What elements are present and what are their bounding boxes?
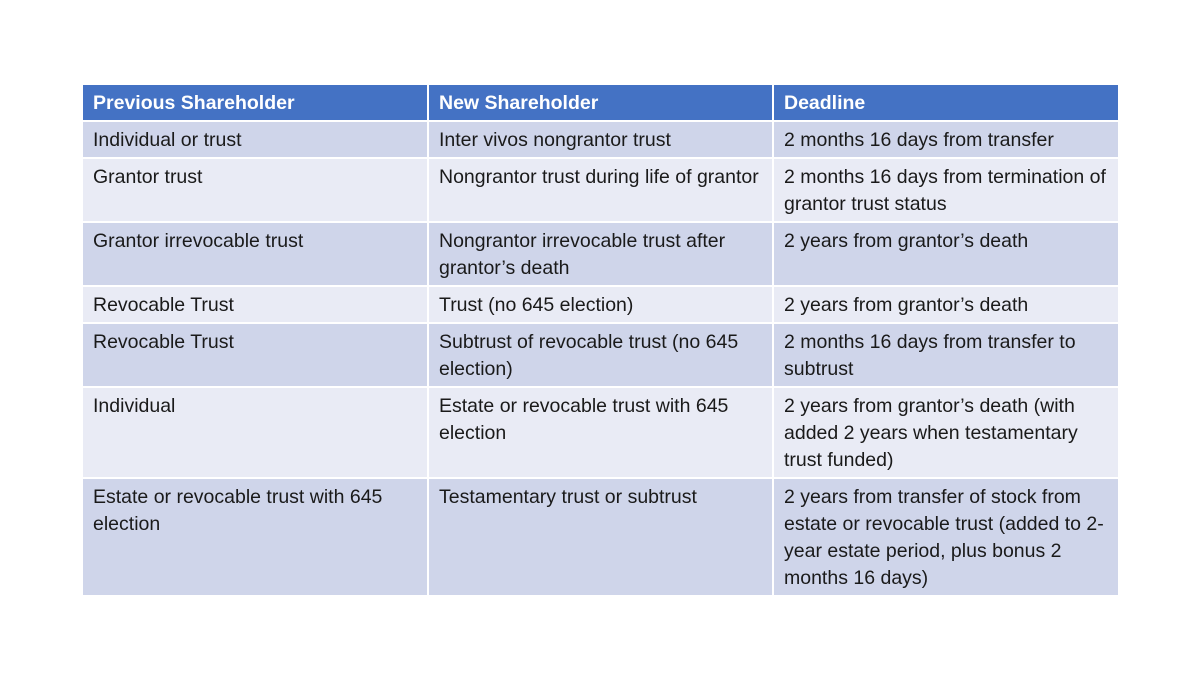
- shareholder-table-container: Previous Shareholder New Shareholder Dea…: [83, 85, 1118, 597]
- cell-deadline: 2 years from transfer of stock from esta…: [773, 478, 1118, 597]
- cell-new-shareholder: Inter vivos nongrantor trust: [428, 121, 774, 159]
- cell-deadline: 2 months 16 days from termination of gra…: [773, 158, 1118, 223]
- table-row: Individual Estate or revocable trust wit…: [83, 387, 1118, 479]
- cell-new-shareholder: Estate or revocable trust with 645 elect…: [428, 387, 774, 479]
- header-row: Previous Shareholder New Shareholder Dea…: [83, 85, 1118, 122]
- cell-deadline: 2 months 16 days from transfer: [773, 121, 1118, 159]
- header-new-shareholder: New Shareholder: [428, 85, 774, 122]
- cell-deadline: 2 years from grantor’s death: [773, 286, 1118, 324]
- table-row: Grantor trust Nongrantor trust during li…: [83, 158, 1118, 223]
- cell-previous-shareholder: Revocable Trust: [83, 323, 429, 388]
- table-row: Individual or trust Inter vivos nongrant…: [83, 121, 1118, 159]
- table-row: Revocable Trust Trust (no 645 election) …: [83, 286, 1118, 324]
- cell-new-shareholder: Testamentary trust or subtrust: [428, 478, 774, 597]
- cell-new-shareholder: Trust (no 645 election): [428, 286, 774, 324]
- header-deadline: Deadline: [773, 85, 1118, 122]
- table-header: Previous Shareholder New Shareholder Dea…: [83, 85, 1118, 122]
- cell-deadline: 2 years from grantor’s death (with added…: [773, 387, 1118, 479]
- cell-previous-shareholder: Grantor irrevocable trust: [83, 222, 429, 287]
- cell-new-shareholder: Nongrantor trust during life of grantor: [428, 158, 774, 223]
- cell-previous-shareholder: Individual: [83, 387, 429, 479]
- cell-previous-shareholder: Grantor trust: [83, 158, 429, 223]
- table-row: Estate or revocable trust with 645 elect…: [83, 478, 1118, 597]
- cell-new-shareholder: Nongrantor irrevocable trust after grant…: [428, 222, 774, 287]
- cell-deadline: 2 years from grantor’s death: [773, 222, 1118, 287]
- cell-previous-shareholder: Individual or trust: [83, 121, 429, 159]
- cell-previous-shareholder: Estate or revocable trust with 645 elect…: [83, 478, 429, 597]
- cell-previous-shareholder: Revocable Trust: [83, 286, 429, 324]
- table-body: Individual or trust Inter vivos nongrant…: [83, 121, 1118, 597]
- table-row: Grantor irrevocable trust Nongrantor irr…: [83, 222, 1118, 287]
- table-row: Revocable Trust Subtrust of revocable tr…: [83, 323, 1118, 388]
- header-previous-shareholder: Previous Shareholder: [83, 85, 429, 122]
- shareholder-deadline-table: Previous Shareholder New Shareholder Dea…: [83, 85, 1118, 597]
- cell-new-shareholder: Subtrust of revocable trust (no 645 elec…: [428, 323, 774, 388]
- cell-deadline: 2 months 16 days from transfer to subtru…: [773, 323, 1118, 388]
